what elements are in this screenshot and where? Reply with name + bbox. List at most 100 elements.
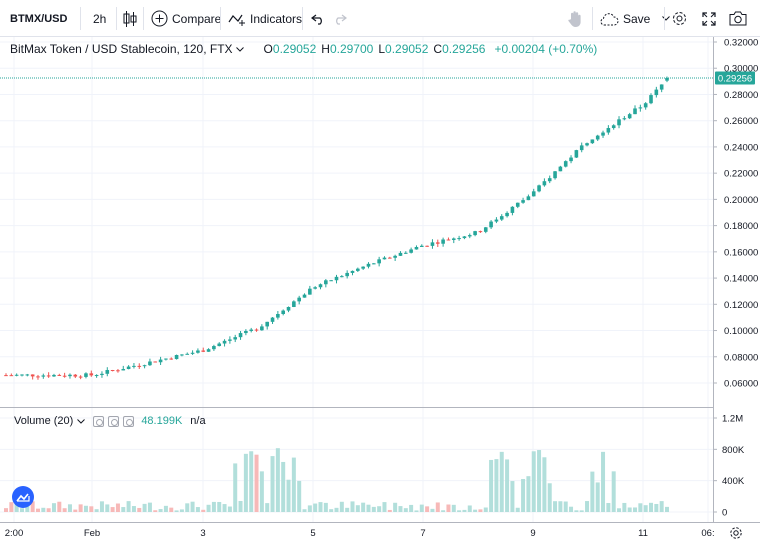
volume-bar [201,509,206,512]
candle-body [622,118,627,120]
candle-body [542,181,547,186]
candle-body [430,242,435,246]
volume-bar [142,503,147,512]
candle-body [595,135,600,140]
volume-bar [499,451,504,512]
visibility-icon[interactable] [93,415,105,427]
hand-icon [567,10,583,28]
candle-body [489,221,493,228]
volume-bar [99,501,104,512]
volume-bar [425,506,430,512]
series-title[interactable]: BitMax Token / USD Stablecoin, 120, FTX [10,42,233,56]
time-tick-label: 06: [701,528,714,539]
volume-bar [377,506,382,512]
redo-button[interactable] [333,0,347,37]
tv-logo-button[interactable] [12,486,34,508]
series-legend: BitMax Token / USD Stablecoin, 120, FTX … [10,41,597,57]
price-tick-label: 0.28000 [724,90,758,101]
settings-small-button[interactable] [730,527,742,539]
settings-button[interactable] [671,0,688,37]
candle-body [132,365,136,367]
volume-bar [9,502,14,512]
volume-bar [131,506,136,512]
candle-body [478,231,483,233]
volume-bar [649,502,654,512]
volume-axis: 1.2M 800K 400K 0 [713,414,745,519]
volume-bar [323,502,328,512]
open-key: O [263,42,273,56]
volume-bar [249,451,254,512]
candle-body [494,219,499,222]
volume-bar [398,506,403,512]
candle-body [68,374,72,377]
volume-bar [542,457,547,512]
chart-type-button[interactable] [123,0,137,37]
screenshot-button[interactable] [729,0,747,37]
candle-body [62,375,67,377]
volume-bar [467,505,472,512]
candle-body [377,259,381,264]
symbol-search-button[interactable]: BTMX/USD [10,0,67,37]
volume-bar [190,501,195,512]
candle-body [388,257,392,259]
chevron-down-icon[interactable] [77,415,86,427]
candle-body [340,276,344,278]
volume-bar [457,510,462,512]
volume-bar [590,471,595,512]
candle-body [260,326,264,331]
compare-button[interactable]: Compare [151,0,221,37]
candle-body [84,373,88,377]
volume-bar [387,509,392,512]
volume-bar [297,480,302,512]
price-tick-label: 0.08000 [724,352,758,363]
candle-body [110,370,115,372]
volume-bar [579,510,584,512]
candle-body [510,206,515,213]
undo-button[interactable] [311,0,325,37]
volume-bar [163,505,168,512]
volume-bar [409,504,414,512]
fullscreen-button[interactable] [702,0,716,37]
candle-body [558,166,563,172]
candle-body [329,280,333,282]
candle-body [601,132,605,136]
indicators-button[interactable]: Indicators [228,0,302,37]
volume-bar [441,510,446,512]
volume-bar [643,505,648,512]
settings-icon[interactable] [108,415,120,427]
volume-bar [627,507,632,512]
volume-bar [419,504,424,512]
volume-bar [227,506,232,512]
volume-label[interactable]: Volume (20) [14,415,74,427]
candle-body [30,374,35,377]
price-tick-label: 0.24000 [724,142,758,153]
volume-bar [217,501,222,512]
candle-body [196,350,200,353]
volume-bar [617,508,622,512]
symbol-label: BTMX/USD [10,12,68,25]
chevron-down-icon[interactable] [235,44,244,54]
volume-bar [531,451,536,512]
interval-button[interactable]: 2h [93,0,106,37]
close-icon[interactable] [123,415,135,427]
volume-bar [403,508,408,512]
volume-bar [313,503,318,512]
volume-bar [521,479,526,512]
hand-button[interactable] [567,0,583,37]
candle-body [350,270,355,273]
volume-bar [238,500,243,512]
candle-body [435,242,440,244]
candle-body [52,374,56,377]
fullscreen-icon [702,11,716,26]
volume-bar [606,503,611,512]
candle-body [46,375,51,377]
volume-bar [393,502,398,512]
ohlc-values: O0.29052 H0.29700 L0.29052 C0.29256 +0.0… [264,42,598,56]
price-tick-label: 0.10000 [724,326,758,337]
candle-body [409,249,413,253]
candle-body [654,89,659,96]
volume-bar [67,504,72,512]
candle-body [41,375,46,377]
volume-bar [318,502,323,512]
